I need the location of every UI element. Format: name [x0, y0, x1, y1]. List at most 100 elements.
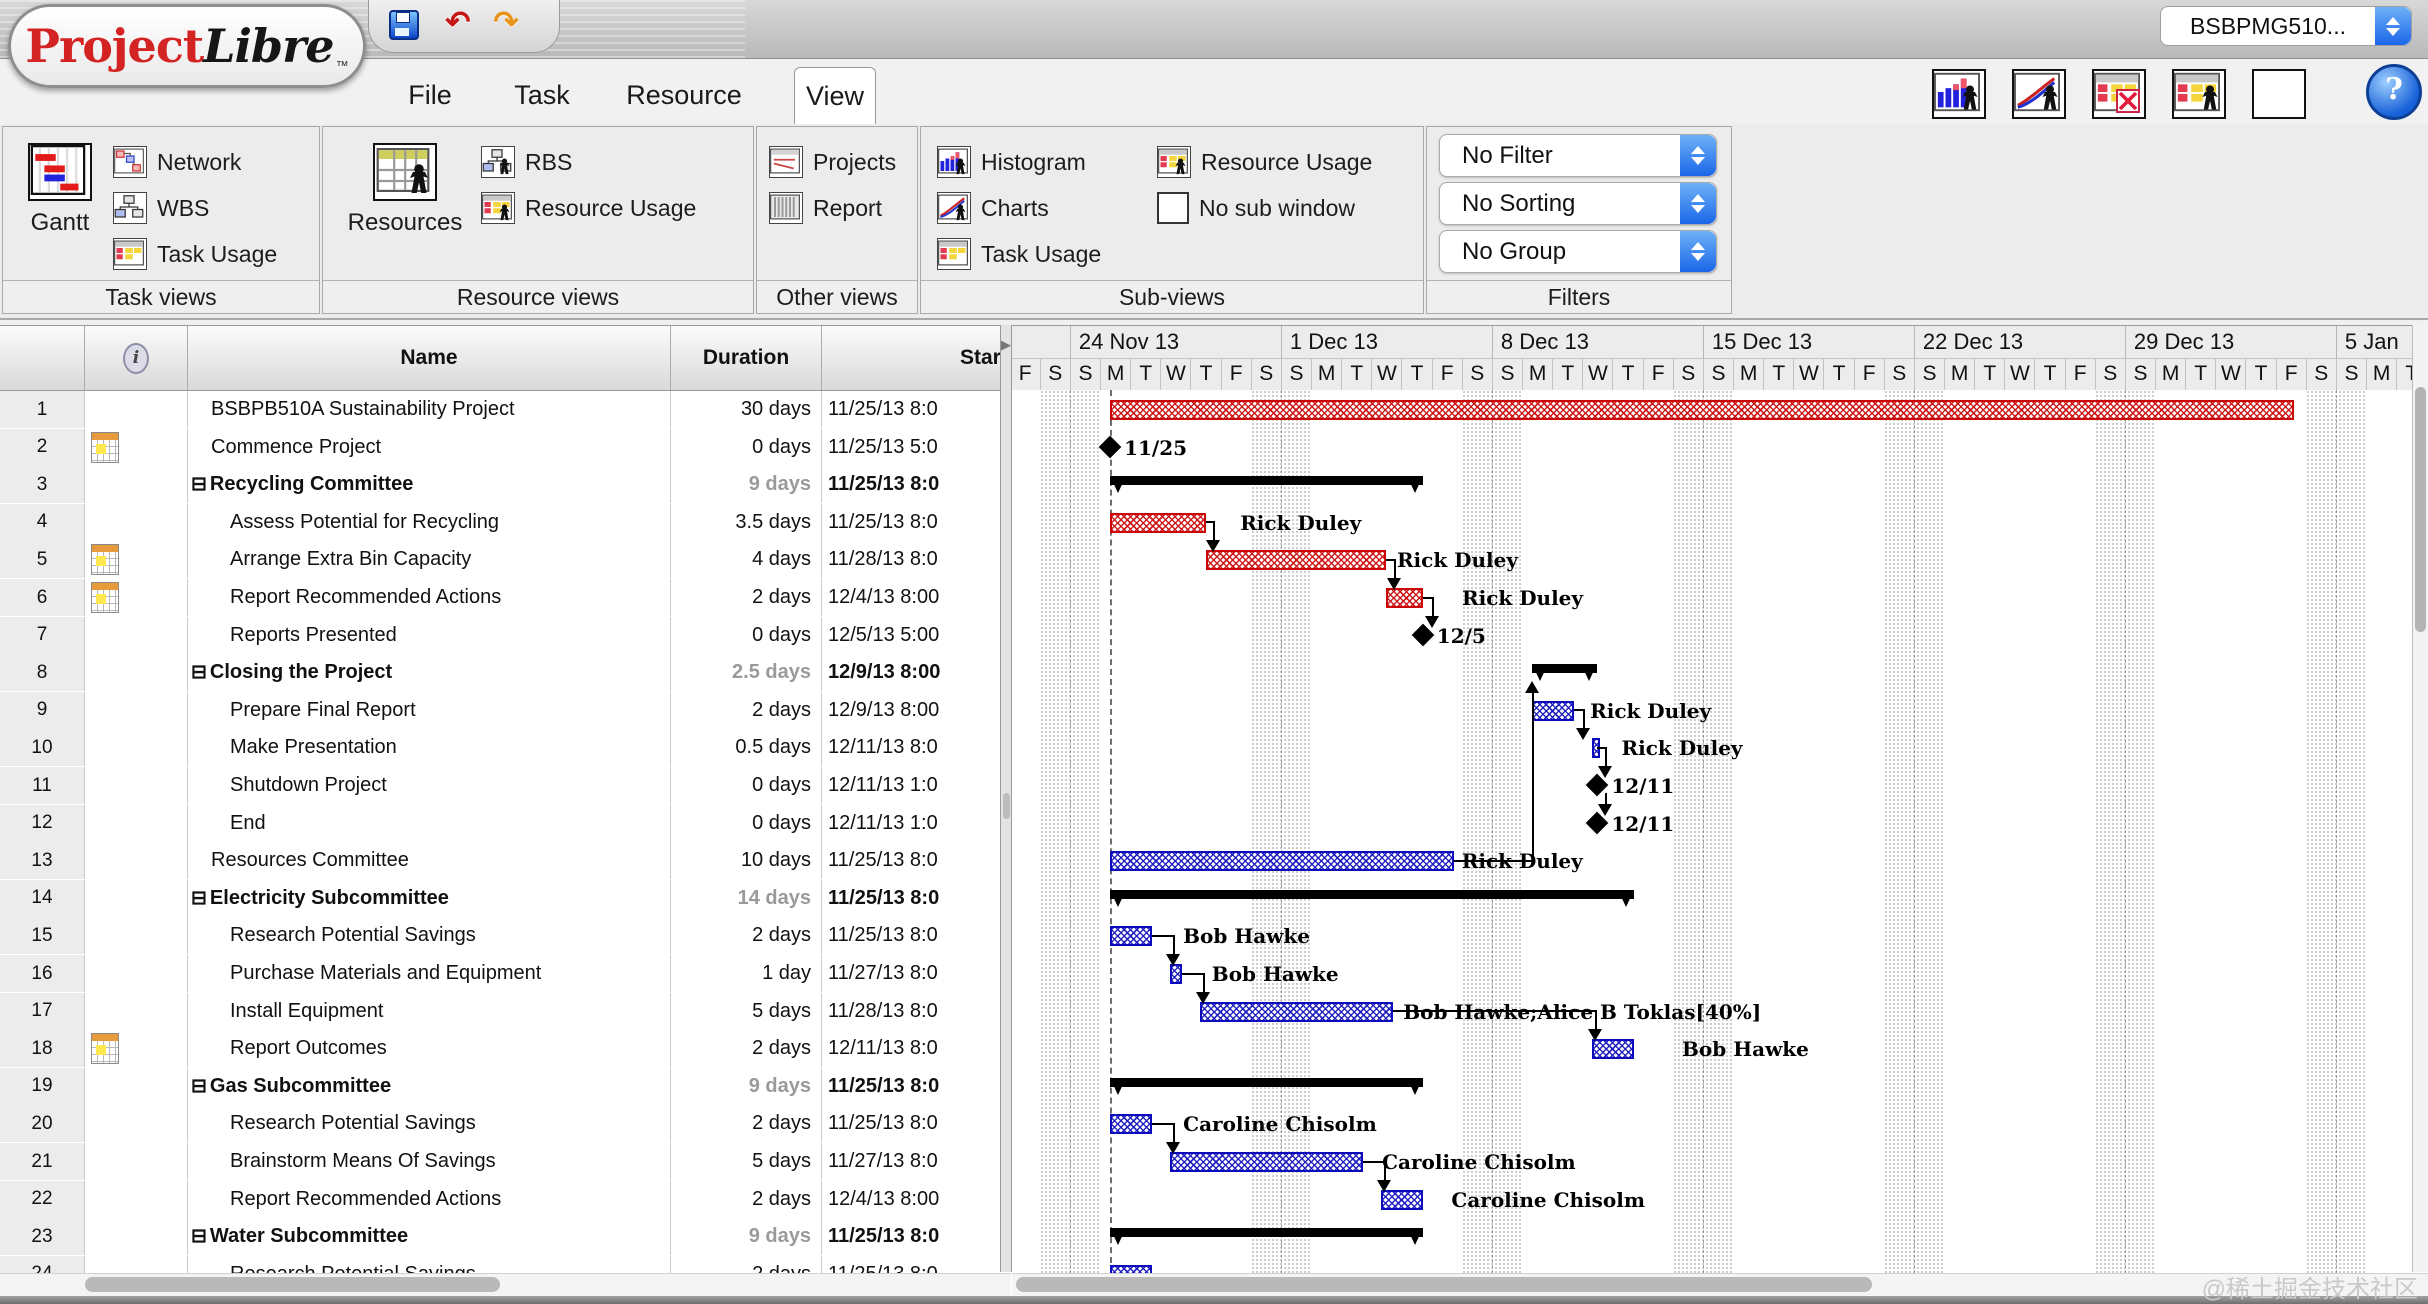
collapse-icon[interactable]: ⊟: [191, 887, 207, 909]
table-row[interactable]: 3 ⊟ Recycling Committee 9 days 11/25/13 8:0: [0, 466, 1000, 506]
table-row[interactable]: 11 Shutdown Project 0 days 12/11/13 1:0: [0, 767, 1000, 806]
table-row[interactable]: 16 Purchase Materials and Equipment 1 day 1…: [0, 955, 1000, 994]
duration-cell[interactable]: 0 days: [670, 767, 821, 804]
filter-dropdown[interactable]: No Filter: [1439, 134, 1717, 177]
task-name-cell[interactable]: ⊟ Closing the Project: [187, 654, 670, 692]
task-name-cell[interactable]: End: [187, 804, 670, 842]
tab-task[interactable]: Task: [514, 80, 570, 110]
task-bar[interactable]: [1170, 1152, 1363, 1172]
summary-bar[interactable]: [1532, 664, 1598, 674]
duration-cell[interactable]: 2 days: [670, 691, 821, 729]
start-cell[interactable]: 11/25/13 8:0: [821, 842, 1000, 880]
save-button[interactable]: [389, 8, 419, 40]
table-row[interactable]: 10 Make Presentation 0.5 days 12/11/13 8:0: [0, 729, 1000, 769]
start-cell[interactable]: 11/25/13 8:0: [821, 391, 1000, 428]
project-selector-stepper[interactable]: [2375, 7, 2411, 45]
task-usage-button[interactable]: Task Usage: [113, 237, 277, 271]
task-bar[interactable]: [1110, 926, 1152, 947]
task-bar[interactable]: [1110, 400, 2294, 420]
task-name-cell[interactable]: Report Recommended Actions: [187, 1180, 670, 1218]
charts-shortcut-icon[interactable]: [2012, 69, 2066, 119]
table-row[interactable]: 8 ⊟ Closing the Project 2.5 days 12/9/13 8:0…: [0, 654, 1000, 694]
task-name-cell[interactable]: Commence Project: [187, 428, 670, 466]
group-dropdown[interactable]: No Group: [1439, 230, 1717, 273]
header-name[interactable]: Name: [187, 326, 670, 390]
task-bar[interactable]: [1205, 550, 1387, 571]
start-cell[interactable]: 12/4/13 8:00: [821, 1180, 1000, 1218]
task-name-cell[interactable]: Report Recommended Actions: [187, 579, 670, 616]
collapse-icon[interactable]: ⊟: [191, 474, 207, 496]
table-row[interactable]: 21 Brainstorm Means Of Savings 5 days 11/27…: [0, 1143, 1000, 1182]
close-subwindow-icon[interactable]: [2092, 69, 2146, 119]
task-name-cell[interactable]: Shutdown Project: [187, 767, 670, 804]
task-name-cell[interactable]: ⊟ Recycling Committee: [187, 466, 670, 504]
task-bar[interactable]: [1110, 1264, 1152, 1273]
duration-cell[interactable]: 2 days: [670, 1180, 821, 1218]
vertical-scrollbar-thumb[interactable]: [2415, 387, 2426, 632]
table-row[interactable]: 2 Commence Project 0 days 11/25/13 5:0: [0, 428, 1000, 468]
start-cell[interactable]: 12/5/13 5:00: [821, 616, 1000, 654]
resource-usage-shortcut-icon[interactable]: [2172, 69, 2226, 119]
duration-cell[interactable]: 14 days: [670, 879, 821, 917]
header-start[interactable]: Start: [821, 326, 1000, 390]
task-bar[interactable]: [1592, 1039, 1634, 1060]
summary-bar[interactable]: [1110, 476, 1423, 486]
table-row[interactable]: 12 End 0 days 12/11/13 1:0: [0, 804, 1000, 844]
charts-button[interactable]: Charts: [937, 191, 1049, 225]
start-cell[interactable]: 11/27/13 8:0: [821, 955, 1000, 992]
group-dropdown-stepper[interactable]: [1680, 231, 1716, 272]
milestone-diamond[interactable]: [1098, 435, 1122, 458]
collapse-icon[interactable]: ⊟: [191, 1226, 207, 1248]
rbs-button[interactable]: RBS: [481, 145, 572, 179]
start-cell[interactable]: 12/11/13 1:0: [821, 804, 1000, 842]
network-button[interactable]: Network: [113, 145, 241, 179]
gantt-scrollbar-thumb[interactable]: [1016, 1277, 1872, 1292]
table-row[interactable]: 1 BSBPB510A Sustainability Project 30 days…: [0, 391, 1000, 430]
sorting-dropdown-stepper[interactable]: [1680, 183, 1716, 224]
task-bar[interactable]: [1381, 1189, 1423, 1210]
start-cell[interactable]: 12/4/13 8:00: [821, 579, 1000, 616]
task-name-cell[interactable]: Resources Committee: [187, 842, 670, 880]
task-bar[interactable]: [1110, 851, 1455, 872]
header-duration[interactable]: Duration: [670, 326, 821, 390]
header-rownum[interactable]: [0, 326, 84, 390]
gantt-horizontal-scrollbar[interactable]: [1012, 1273, 2428, 1297]
task-bar[interactable]: [1200, 1001, 1393, 1022]
start-cell[interactable]: 11/25/13 8:0: [821, 1067, 1000, 1105]
help-button[interactable]: ?: [2366, 64, 2422, 120]
duration-cell[interactable]: 3.5 days: [670, 503, 821, 541]
task-usage-subview-button[interactable]: Task Usage: [937, 237, 1101, 271]
task-name-cell[interactable]: Assess Potential for Recycling: [187, 503, 670, 541]
task-bar[interactable]: [1170, 964, 1182, 984]
task-name-cell[interactable]: Research Potential Savings: [187, 917, 670, 955]
duration-cell[interactable]: 10 days: [670, 842, 821, 880]
duration-cell[interactable]: 2 days: [670, 917, 821, 955]
start-cell[interactable]: 12/11/13 8:0: [821, 1030, 1000, 1068]
duration-cell[interactable]: 2 days: [670, 1255, 821, 1273]
duration-cell[interactable]: 0 days: [670, 804, 821, 842]
start-cell[interactable]: 11/25/13 5:0: [821, 428, 1000, 466]
task-bar[interactable]: [1532, 700, 1574, 721]
histogram-shortcut-icon[interactable]: [1932, 69, 1986, 119]
start-cell[interactable]: 11/25/13 8:0: [821, 503, 1000, 541]
start-cell[interactable]: 12/11/13 8:0: [821, 729, 1000, 767]
no-sub-window-checkbox-box[interactable]: [1157, 192, 1189, 224]
table-row[interactable]: 6 Report Recommended Actions 2 days 12/4/13…: [0, 579, 1000, 618]
table-row[interactable]: 15 Research Potential Savings 2 days 11/25/…: [0, 917, 1000, 957]
undo-button[interactable]: ↶: [443, 8, 473, 38]
tab-file[interactable]: File: [408, 80, 452, 110]
duration-cell[interactable]: 2.5 days: [670, 654, 821, 692]
task-bar[interactable]: [1110, 512, 1206, 533]
task-name-cell[interactable]: Brainstorm Means Of Savings: [187, 1143, 670, 1180]
duration-cell[interactable]: 2 days: [670, 1105, 821, 1143]
table-row[interactable]: 19 ⊟ Gas Subcommittee 9 days 11/25/13 8:0: [0, 1067, 1000, 1107]
project-selector[interactable]: BSBPMG510...: [2160, 6, 2412, 46]
start-cell[interactable]: 11/28/13 8:0: [821, 992, 1000, 1030]
splitter-arrow-icon[interactable]: ▶: [1001, 337, 1011, 352]
table-scrollbar-thumb[interactable]: [85, 1277, 500, 1292]
start-cell[interactable]: 11/27/13 8:0: [821, 1143, 1000, 1180]
task-name-cell[interactable]: Make Presentation: [187, 729, 670, 767]
table-row[interactable]: 22 Report Recommended Actions 2 days 12/4/1…: [0, 1180, 1000, 1220]
table-horizontal-scrollbar[interactable]: [0, 1273, 1011, 1297]
